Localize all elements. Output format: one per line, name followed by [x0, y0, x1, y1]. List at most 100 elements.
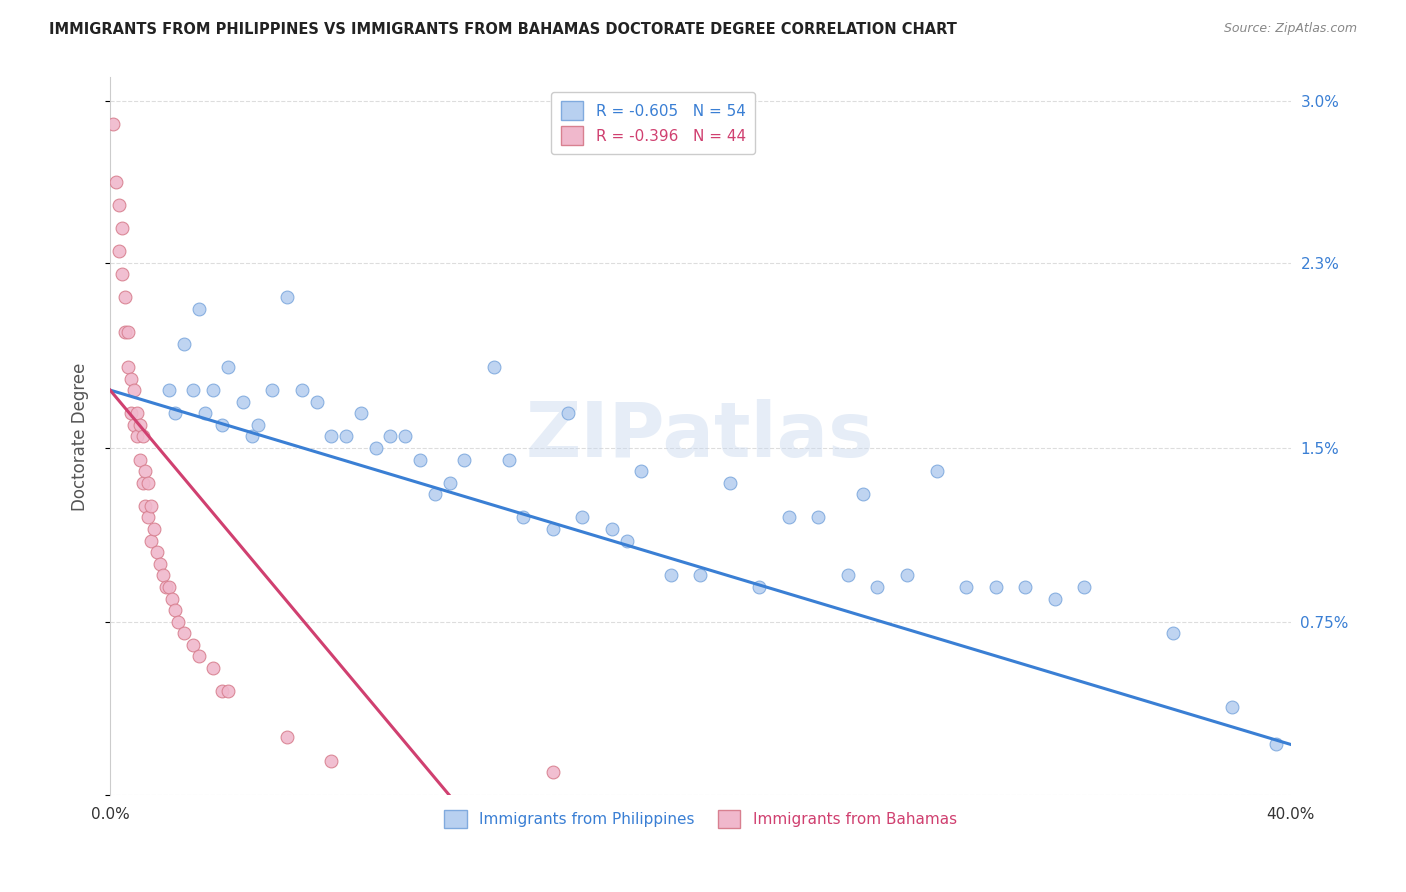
- Point: [350, 406, 373, 420]
- Point: [541, 522, 564, 536]
- Point: [131, 475, 153, 490]
- Point: [120, 406, 142, 420]
- Point: [453, 452, 475, 467]
- Point: [104, 175, 127, 189]
- Point: [748, 580, 770, 594]
- Point: [128, 452, 150, 467]
- Point: [1265, 738, 1288, 752]
- Point: [181, 638, 204, 652]
- Point: [138, 510, 160, 524]
- Point: [276, 731, 298, 745]
- Point: [1161, 626, 1184, 640]
- Point: [423, 487, 446, 501]
- Point: [111, 221, 134, 235]
- Y-axis label: Doctorate Degree: Doctorate Degree: [72, 362, 89, 510]
- Point: [276, 290, 298, 304]
- Point: [160, 591, 183, 606]
- Point: [117, 325, 139, 339]
- Point: [125, 406, 148, 420]
- Point: [852, 487, 875, 501]
- Point: [240, 429, 263, 443]
- Text: IMMIGRANTS FROM PHILIPPINES VS IMMIGRANTS FROM BAHAMAS DOCTORATE DEGREE CORRELAT: IMMIGRANTS FROM PHILIPPINES VS IMMIGRANT…: [49, 22, 957, 37]
- Point: [291, 383, 314, 397]
- Point: [149, 557, 172, 571]
- Point: [134, 464, 156, 478]
- Legend: Immigrants from Philippines, Immigrants from Bahamas: Immigrants from Philippines, Immigrants …: [437, 804, 963, 834]
- Point: [163, 603, 186, 617]
- Point: [512, 510, 534, 524]
- Point: [117, 359, 139, 374]
- Point: [125, 429, 148, 443]
- Point: [925, 464, 948, 478]
- Point: [138, 475, 160, 490]
- Point: [866, 580, 889, 594]
- Point: [321, 754, 343, 768]
- Point: [152, 568, 174, 582]
- Point: [955, 580, 977, 594]
- Point: [120, 371, 142, 385]
- Point: [108, 244, 131, 259]
- Point: [187, 649, 209, 664]
- Point: [837, 568, 859, 582]
- Point: [335, 429, 357, 443]
- Point: [409, 452, 432, 467]
- Point: [141, 499, 163, 513]
- Point: [122, 417, 145, 432]
- Point: [163, 406, 186, 420]
- Point: [482, 359, 505, 374]
- Point: [217, 359, 239, 374]
- Point: [111, 268, 134, 282]
- Point: [167, 615, 190, 629]
- Point: [146, 545, 169, 559]
- Point: [211, 684, 233, 698]
- Text: Source: ZipAtlas.com: Source: ZipAtlas.com: [1223, 22, 1357, 36]
- Point: [896, 568, 918, 582]
- Point: [659, 568, 682, 582]
- Point: [157, 383, 180, 397]
- Text: ZIPatlas: ZIPatlas: [526, 400, 875, 474]
- Point: [364, 441, 387, 455]
- Point: [173, 336, 195, 351]
- Point: [131, 429, 153, 443]
- Point: [211, 417, 233, 432]
- Point: [984, 580, 1007, 594]
- Point: [155, 580, 177, 594]
- Point: [141, 533, 163, 548]
- Point: [778, 510, 800, 524]
- Point: [689, 568, 711, 582]
- Point: [108, 198, 131, 212]
- Point: [1043, 591, 1066, 606]
- Point: [187, 301, 209, 316]
- Point: [143, 522, 166, 536]
- Point: [807, 510, 830, 524]
- Point: [1220, 700, 1243, 714]
- Point: [600, 522, 623, 536]
- Point: [616, 533, 638, 548]
- Point: [305, 394, 328, 409]
- Point: [1014, 580, 1036, 594]
- Point: [498, 452, 520, 467]
- Point: [181, 383, 204, 397]
- Point: [630, 464, 652, 478]
- Point: [394, 429, 416, 443]
- Point: [114, 325, 136, 339]
- Point: [128, 417, 150, 432]
- Point: [262, 383, 284, 397]
- Point: [718, 475, 741, 490]
- Point: [217, 684, 239, 698]
- Point: [439, 475, 461, 490]
- Point: [380, 429, 402, 443]
- Point: [1073, 580, 1095, 594]
- Point: [114, 290, 136, 304]
- Point: [193, 406, 215, 420]
- Point: [571, 510, 593, 524]
- Point: [202, 383, 225, 397]
- Point: [246, 417, 269, 432]
- Point: [557, 406, 579, 420]
- Point: [232, 394, 254, 409]
- Point: [321, 429, 343, 443]
- Point: [122, 383, 145, 397]
- Point: [173, 626, 195, 640]
- Point: [101, 117, 124, 131]
- Point: [134, 499, 156, 513]
